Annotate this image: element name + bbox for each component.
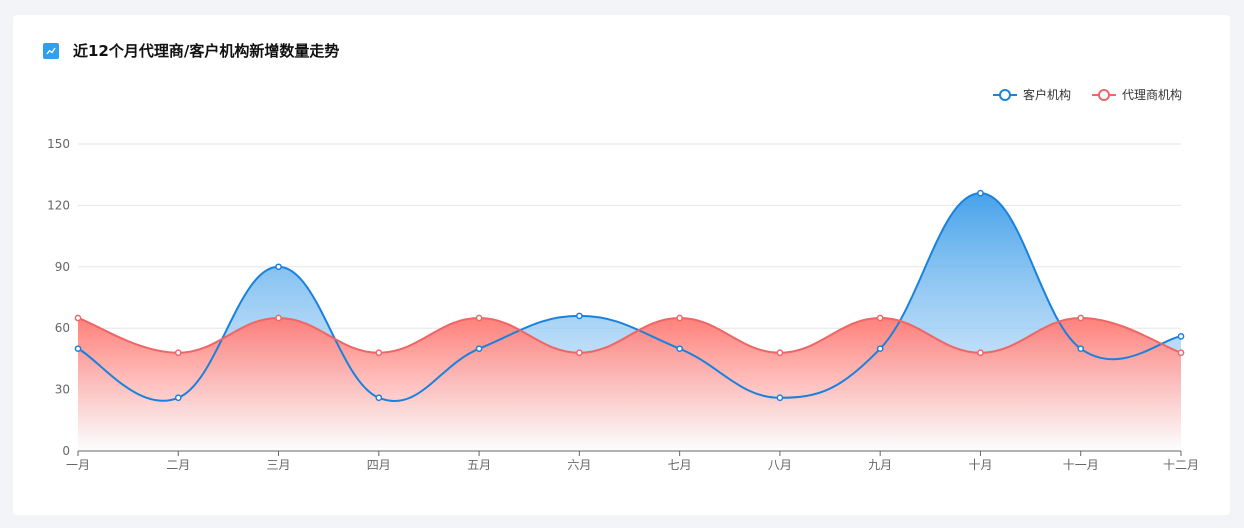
data-point-customer — [776, 394, 784, 402]
x-tick-label: 九月 — [868, 458, 892, 472]
legend-item-customer[interactable]: 客户机构 — [993, 87, 1071, 102]
data-point-agent — [174, 349, 182, 357]
x-tick-label: 八月 — [768, 458, 792, 472]
x-tick-label: 六月 — [567, 458, 591, 472]
series-area-agent — [78, 317, 1181, 451]
data-point-customer — [275, 263, 282, 271]
data-point-agent — [375, 349, 383, 357]
legend-label: 代理商机构 — [1122, 87, 1182, 102]
data-point-agent — [1077, 314, 1085, 322]
data-point-customer — [1177, 333, 1185, 340]
line-layer — [77, 192, 1182, 402]
x-tick-label: 一月 — [66, 458, 90, 472]
y-tick-label: 60 — [55, 321, 70, 335]
x-tick-label: 四月 — [367, 458, 391, 472]
data-point-agent — [876, 314, 884, 322]
data-point-agent — [74, 314, 82, 322]
data-point-agent — [977, 349, 984, 357]
data-point-agent — [475, 314, 483, 322]
axis-layer: 0 30 60 90 120 150 一月 二月 三月 四月 五月 六月 七月 八月 九月 十月 十一月 十二月 — [47, 137, 1199, 472]
y-tick-label: 90 — [55, 260, 70, 274]
data-point-customer — [74, 345, 82, 353]
chart-header: 近12个月代理商/客户机构新增数量走势 — [43, 40, 339, 61]
data-point-customer — [676, 345, 683, 353]
chart-title: 近12个月代理商/客户机构新增数量走势 — [73, 42, 340, 60]
series-line-agent — [77, 316, 1182, 354]
y-tick-label: 150 — [47, 137, 70, 151]
data-point-customer — [576, 312, 583, 320]
line-chart-icon — [43, 42, 59, 59]
data-point-agent — [1177, 349, 1185, 357]
data-point-agent — [776, 349, 784, 357]
x-tick-label: 三月 — [267, 458, 291, 472]
data-point-customer — [1077, 345, 1085, 353]
x-tick-label: 七月 — [668, 458, 692, 472]
legend-label: 客户机构 — [1023, 87, 1071, 102]
data-point-agent — [676, 314, 683, 322]
area-layer — [78, 193, 1181, 451]
x-tick-label: 十月 — [968, 458, 992, 472]
x-tick-label: 十二月 — [1163, 458, 1199, 472]
y-tick-label: 30 — [55, 383, 70, 397]
data-point-customer — [475, 345, 483, 353]
y-tick-label: 120 — [47, 198, 70, 212]
legend-marker — [999, 89, 1011, 101]
y-tick-label: 0 — [62, 444, 70, 458]
x-tick-label: 十一月 — [1063, 458, 1099, 472]
legend-marker — [1098, 89, 1110, 101]
data-point-customer — [977, 189, 984, 197]
series-line-customer — [77, 192, 1182, 402]
legend: 客户机构 代理商机构 — [993, 87, 1182, 102]
data-point-customer — [375, 394, 383, 402]
point-layer — [74, 189, 1185, 402]
data-point-customer — [174, 394, 182, 402]
x-tick-label: 五月 — [467, 458, 491, 472]
x-tick-label: 二月 — [166, 458, 190, 472]
data-point-agent — [275, 314, 282, 322]
legend-item-agent[interactable]: 代理商机构 — [1092, 87, 1182, 102]
data-point-agent — [576, 349, 583, 357]
data-point-customer — [876, 345, 884, 353]
